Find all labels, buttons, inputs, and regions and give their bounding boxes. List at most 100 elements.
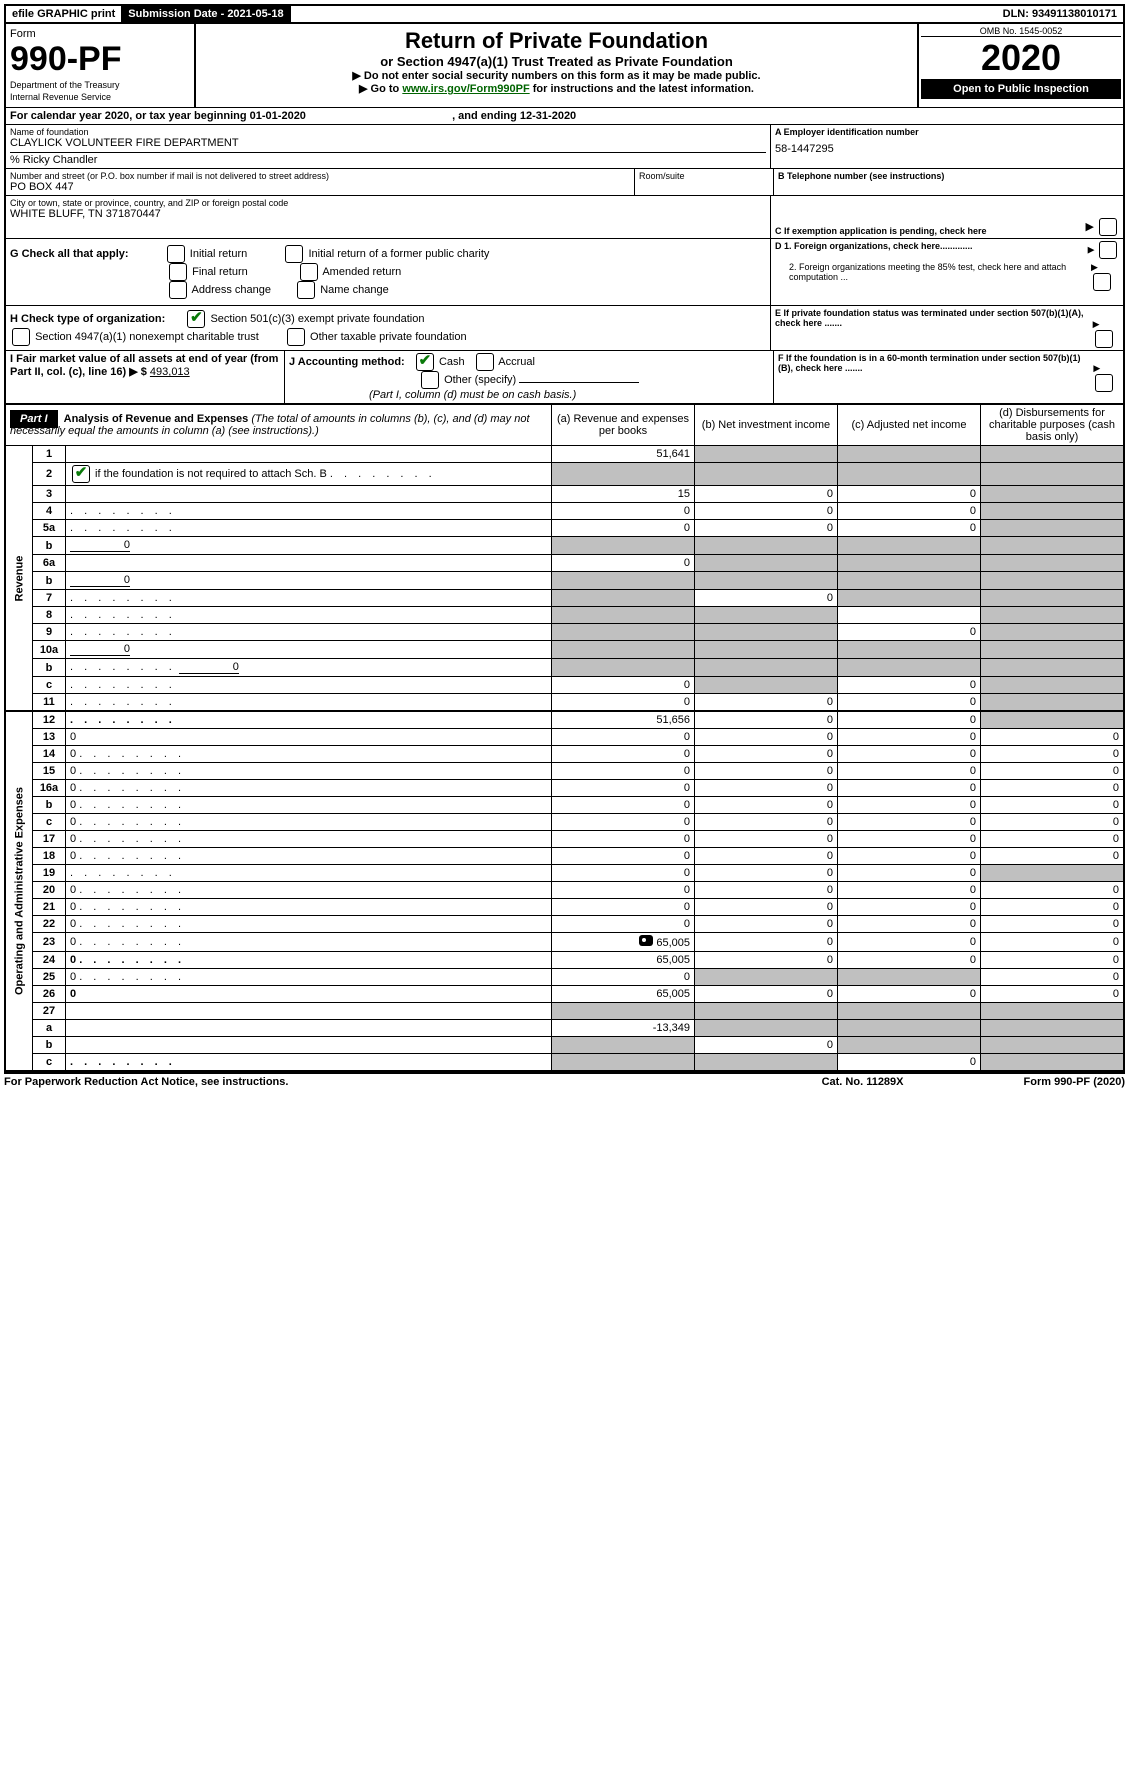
cell-b: 0 — [695, 763, 838, 780]
row-num: 21 — [33, 899, 66, 916]
d2-checkbox[interactable] — [1093, 273, 1111, 291]
cell-b: 0 — [695, 848, 838, 865]
cell-a: 0 — [552, 746, 695, 763]
g-initial-former[interactable] — [285, 245, 303, 263]
row-num: c — [33, 677, 66, 694]
cell-a — [552, 1003, 695, 1020]
table-row: 1300000 — [6, 729, 1123, 746]
cell-c — [838, 641, 981, 659]
col-c: (c) Adjusted net income — [838, 404, 981, 446]
cell-b: 0 — [695, 520, 838, 537]
row-desc: . . . . . . . . — [66, 520, 552, 537]
cell-c: 0 — [838, 694, 981, 712]
cell-b — [695, 572, 838, 590]
table-row: 170 . . . . . . . .0000 — [6, 831, 1123, 848]
g-initial-return[interactable] — [167, 245, 185, 263]
row-num: 7 — [33, 590, 66, 607]
cell-c: 0 — [838, 624, 981, 641]
cell-a — [552, 624, 695, 641]
footer-left: For Paperwork Reduction Act Notice, see … — [4, 1076, 288, 1088]
cell-c: 0 — [838, 933, 981, 952]
e-checkbox[interactable] — [1095, 330, 1113, 348]
cell-a: 65,005 — [552, 952, 695, 969]
d1-checkbox[interactable] — [1099, 241, 1117, 259]
cell-c: 0 — [838, 952, 981, 969]
h-other-taxable[interactable] — [287, 328, 305, 346]
g-final[interactable] — [169, 263, 187, 281]
cell-c: 0 — [838, 797, 981, 814]
table-row: 200 . . . . . . . .0000 — [6, 882, 1123, 899]
cell-a: 51,641 — [552, 446, 695, 463]
j-label: J Accounting method: — [289, 356, 405, 368]
row-num: 26 — [33, 986, 66, 1003]
g-d-row: G Check all that apply: Initial return I… — [6, 238, 1123, 305]
city-row: City or town, state or province, country… — [6, 195, 1123, 238]
cell-a — [552, 572, 695, 590]
efile-label: efile GRAPHIC print — [6, 6, 122, 22]
row-num: 18 — [33, 848, 66, 865]
addr-label: Number and street (or P.O. box number if… — [10, 171, 630, 181]
row-desc: . . . . . . . . — [66, 865, 552, 882]
cell-b: 0 — [695, 1037, 838, 1054]
table-row: Revenue151,641 — [6, 446, 1123, 463]
row-desc: . . . . . . . . — [66, 711, 552, 729]
cell-a: 0 — [552, 865, 695, 882]
row-desc: . . . . . . . . — [66, 1054, 552, 1072]
table-row: 8 . . . . . . . . — [6, 607, 1123, 624]
cell-b: 0 — [695, 899, 838, 916]
cell-a: 0 — [552, 831, 695, 848]
attachment-icon[interactable] — [639, 935, 653, 946]
c-checkbox[interactable] — [1099, 218, 1117, 236]
instructions-link[interactable]: www.irs.gov/Form990PF — [402, 83, 529, 95]
j-cash[interactable] — [416, 353, 434, 371]
table-row: 250 . . . . . . . .00 — [6, 969, 1123, 986]
g-address[interactable] — [169, 281, 187, 299]
cell-d — [981, 865, 1124, 882]
cell-d — [981, 555, 1124, 572]
j-other[interactable] — [421, 371, 439, 389]
cell-c: 0 — [838, 865, 981, 882]
footer: For Paperwork Reduction Act Notice, see … — [4, 1074, 1125, 1088]
cell-c: 0 — [838, 814, 981, 831]
h-501c3[interactable] — [187, 310, 205, 328]
warn1: ▶ Do not enter social security numbers o… — [200, 69, 913, 82]
footer-mid: Cat. No. 11289X — [822, 1076, 904, 1088]
row-num: 6a — [33, 555, 66, 572]
cell-b — [695, 555, 838, 572]
row-num: b — [33, 659, 66, 677]
cell-d: 0 — [981, 986, 1124, 1003]
g-name-change[interactable] — [297, 281, 315, 299]
cell-d: 0 — [981, 797, 1124, 814]
cell-d — [981, 659, 1124, 677]
room-label: Room/suite — [639, 171, 769, 181]
table-row: b0 — [6, 1037, 1123, 1054]
city-label: City or town, state or province, country… — [10, 198, 766, 208]
f-checkbox[interactable] — [1095, 374, 1113, 392]
cell-a: 0 — [552, 677, 695, 694]
top-bar: efile GRAPHIC print Submission Date - 20… — [4, 4, 1125, 24]
h-4947[interactable] — [12, 328, 30, 346]
cell-a — [552, 1054, 695, 1072]
revenue-label: Revenue — [6, 446, 33, 712]
sch-b-check[interactable] — [72, 465, 90, 483]
g-amended[interactable] — [300, 263, 318, 281]
cell-a: 0 — [552, 899, 695, 916]
part1-table: Part I Analysis of Revenue and Expenses … — [6, 403, 1123, 1072]
row-desc: . . . . . . . . — [66, 607, 552, 624]
row-desc: 0 . . . . . . . . — [66, 763, 552, 780]
cell-c — [838, 572, 981, 590]
ein-label: A Employer identification number — [775, 127, 1119, 137]
table-row: 11 . . . . . . . .000 — [6, 694, 1123, 712]
row-desc: 0 . . . . . . . . — [66, 952, 552, 969]
cell-a — [552, 590, 695, 607]
j-accrual[interactable] — [476, 353, 494, 371]
header-left: Form 990-PF Department of the Treasury I… — [6, 24, 196, 107]
d1-label: D 1. Foreign organizations, check here..… — [775, 241, 973, 259]
row-desc: 0 . . . . . . . . — [66, 780, 552, 797]
row-num: 13 — [33, 729, 66, 746]
table-row: c0 . . . . . . . .0000 — [6, 814, 1123, 831]
row-desc — [66, 1003, 552, 1020]
form-container: Form 990-PF Department of the Treasury I… — [4, 24, 1125, 1074]
row-num: 8 — [33, 607, 66, 624]
row-num: 5a — [33, 520, 66, 537]
